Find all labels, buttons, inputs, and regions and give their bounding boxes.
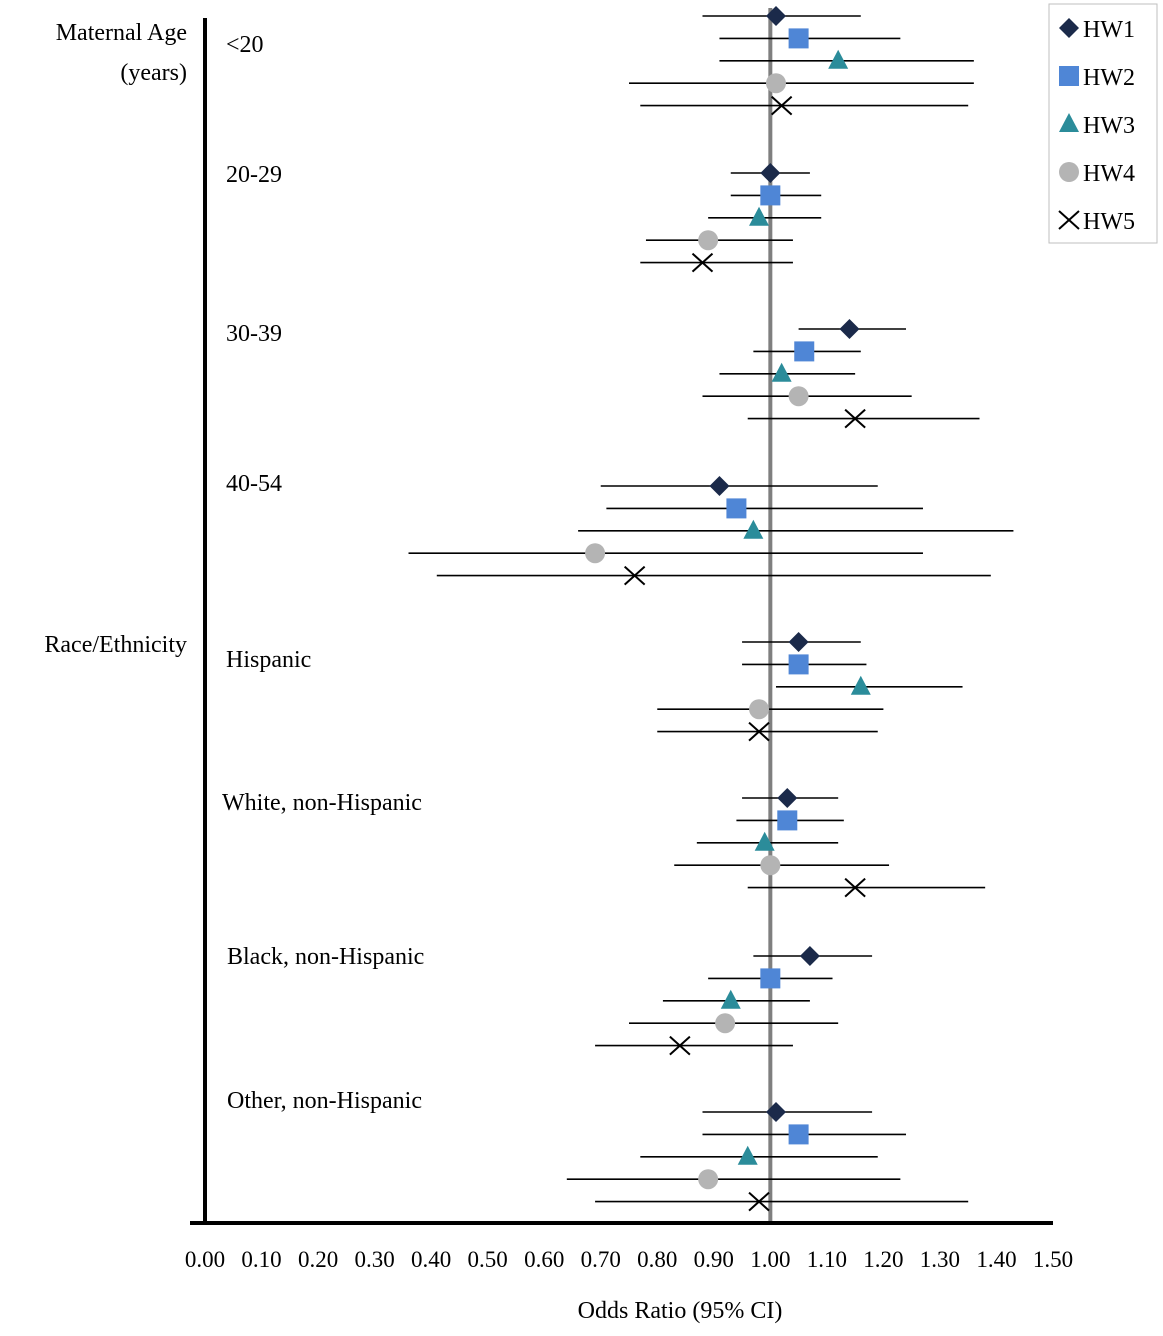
point-hw3 xyxy=(754,831,775,851)
point-hw5 xyxy=(844,408,866,429)
point-hw2 xyxy=(760,185,781,206)
point-hw2 xyxy=(794,341,815,362)
legend-marker-hw3 xyxy=(1059,113,1079,132)
x-marker-stroke xyxy=(748,1191,770,1212)
point-hw4 xyxy=(760,855,781,876)
x-tick-label: 0.40 xyxy=(411,1247,451,1272)
x-tick-label: 0.00 xyxy=(185,1247,225,1272)
group-label: 40-54 xyxy=(226,471,282,497)
group-label: <20 xyxy=(226,32,264,58)
point-hw1 xyxy=(777,788,798,808)
group-label: White, non-Hispanic xyxy=(222,790,422,816)
point-hw2 xyxy=(788,28,809,49)
point-hw5 xyxy=(691,252,714,273)
point-hw5 xyxy=(669,1035,691,1056)
legend-label: HW3 xyxy=(1083,113,1135,139)
point-hw1 xyxy=(765,6,786,26)
x-tick-label: 1.40 xyxy=(976,1247,1016,1272)
point-hw4 xyxy=(715,1013,736,1034)
legend-marker-hw4 xyxy=(1059,162,1079,182)
point-hw1 xyxy=(788,632,809,652)
point-hw4 xyxy=(585,543,606,564)
group-label: 30-39 xyxy=(226,321,282,347)
x-tick-label: 1.30 xyxy=(920,1247,960,1272)
point-hw4 xyxy=(698,1169,719,1190)
point-hw5 xyxy=(748,1191,770,1212)
point-hw1 xyxy=(799,946,820,966)
x-tick-label: 1.20 xyxy=(863,1247,903,1272)
point-hw1 xyxy=(765,1102,786,1122)
point-hw5 xyxy=(748,721,770,742)
point-hw4 xyxy=(765,73,786,94)
x-marker-stroke xyxy=(1058,210,1080,230)
point-hw2 xyxy=(760,968,781,989)
x-tick-label: 0.50 xyxy=(468,1247,508,1272)
x-tick-label: 0.10 xyxy=(241,1247,281,1272)
section-label: Race/Ethnicity xyxy=(44,632,187,658)
point-hw1 xyxy=(709,476,730,496)
x-tick-label: 1.50 xyxy=(1033,1247,1073,1272)
legend-label: HW1 xyxy=(1083,17,1135,43)
legend-marker-hw1 xyxy=(1059,18,1079,38)
point-hw2 xyxy=(726,498,747,519)
legend-label: HW4 xyxy=(1083,161,1135,187)
point-hw3 xyxy=(720,989,741,1009)
x-tick-label: 0.80 xyxy=(637,1247,677,1272)
point-hw3 xyxy=(743,519,764,539)
x-tick-label: 0.70 xyxy=(581,1247,621,1272)
section-label: (years) xyxy=(120,60,187,86)
x-marker-stroke xyxy=(623,565,646,586)
legend-label: HW5 xyxy=(1083,209,1135,235)
point-hw4 xyxy=(749,699,770,720)
x-marker-stroke xyxy=(844,408,866,429)
x-tick-label: 1.10 xyxy=(807,1247,847,1272)
x-marker-stroke xyxy=(844,877,866,898)
point-hw4 xyxy=(698,230,719,251)
group-label: Other, non-Hispanic xyxy=(227,1088,422,1114)
point-hw5 xyxy=(844,877,866,898)
point-hw1 xyxy=(760,163,781,183)
x-marker-stroke xyxy=(669,1035,691,1056)
x-marker-stroke xyxy=(770,95,793,116)
point-hw3 xyxy=(850,675,871,695)
x-marker-stroke xyxy=(748,721,770,742)
group-label: Black, non-Hispanic xyxy=(227,944,424,970)
x-tick-label: 0.60 xyxy=(524,1247,564,1272)
point-hw2 xyxy=(788,1124,809,1145)
legend-marker-hw2 xyxy=(1059,66,1079,86)
point-hw4 xyxy=(788,386,809,407)
section-label: Maternal Age xyxy=(56,20,187,46)
x-axis-title: Odds Ratio (95% CI) xyxy=(578,1298,783,1324)
x-tick-label: 1.00 xyxy=(750,1247,790,1272)
point-hw2 xyxy=(788,654,809,675)
group-label: 20-29 xyxy=(226,162,282,188)
x-marker-stroke xyxy=(691,252,714,273)
point-hw3 xyxy=(749,206,770,226)
legend: HW1 HW2 HW3 HW4 HW5 xyxy=(1048,3,1158,244)
group-label: Hispanic xyxy=(226,647,311,673)
x-tick-label: 0.30 xyxy=(354,1247,394,1272)
legend-label: HW2 xyxy=(1083,65,1135,91)
point-hw1 xyxy=(839,319,860,339)
legend-marker-hw5 xyxy=(1058,210,1080,230)
point-hw3 xyxy=(737,1145,758,1165)
point-hw5 xyxy=(623,565,646,586)
point-hw3 xyxy=(771,362,792,382)
point-hw2 xyxy=(777,810,798,831)
x-tick-label: 0.90 xyxy=(694,1247,734,1272)
point-hw3 xyxy=(828,49,849,69)
x-tick-label: 0.20 xyxy=(298,1247,338,1272)
point-hw5 xyxy=(770,95,793,116)
